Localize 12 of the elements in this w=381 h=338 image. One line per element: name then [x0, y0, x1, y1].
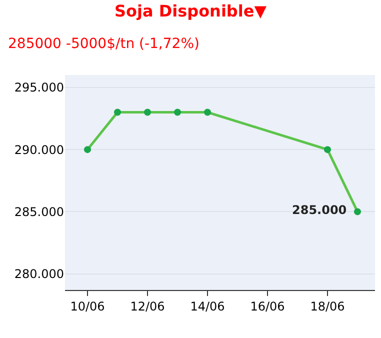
y-tick-label: 295.000	[14, 80, 64, 95]
y-tick-label: 285.000	[14, 204, 64, 219]
x-tick-label: 12/06	[130, 299, 165, 314]
x-tick-label: 14/06	[190, 299, 225, 314]
annotation: 285.000	[292, 203, 347, 217]
x-tick-label: 16/06	[250, 299, 285, 314]
y-tick-label: 290.000	[14, 142, 64, 157]
x-tick-label: 10/06	[70, 299, 105, 314]
chart-subtitle: 285000 -5000$/tn (-1,72%)	[8, 36, 200, 52]
x-tick-label: 18/06	[310, 299, 345, 314]
y-tick-label: 280.000	[14, 267, 64, 282]
chart-title: Soja Disponible▼	[114, 1, 268, 20]
